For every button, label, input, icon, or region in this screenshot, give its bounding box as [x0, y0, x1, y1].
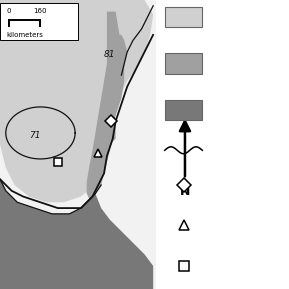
- Bar: [165, 100, 202, 120]
- Text: N: N: [180, 185, 190, 198]
- Polygon shape: [0, 179, 153, 289]
- Bar: [165, 7, 202, 27]
- Bar: [0, 3, 78, 40]
- Text: 81: 81: [104, 50, 116, 60]
- Polygon shape: [87, 12, 124, 199]
- Bar: [165, 53, 202, 74]
- Text: 71: 71: [29, 131, 40, 140]
- Text: kilometers: kilometers: [6, 32, 43, 38]
- Text: 160: 160: [34, 8, 47, 14]
- Polygon shape: [104, 121, 116, 144]
- Bar: [0, 0, 156, 289]
- Polygon shape: [0, 0, 153, 202]
- Polygon shape: [110, 35, 127, 69]
- Text: 0: 0: [6, 8, 11, 14]
